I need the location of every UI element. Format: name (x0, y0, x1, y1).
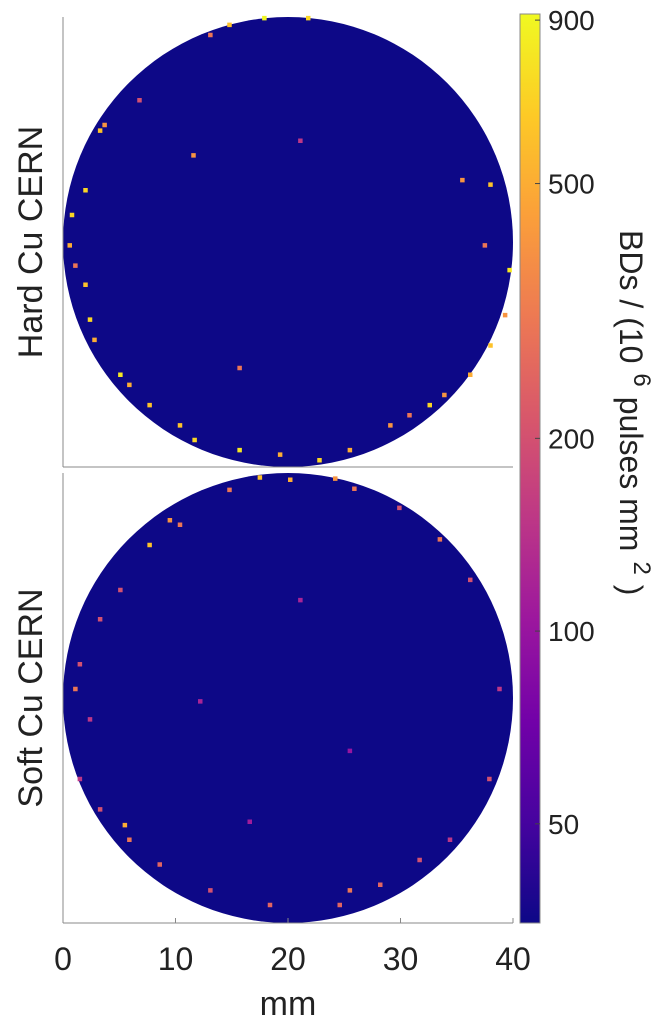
heat-cell (122, 822, 128, 828)
heat-cell (167, 518, 173, 523)
heat-cell (488, 343, 493, 348)
x-tick-label: 30 (383, 941, 419, 977)
colorbar (519, 13, 541, 924)
heat-cell (507, 267, 512, 273)
panel-label: Soft Cu CERN (12, 588, 50, 807)
heat-cell (118, 372, 123, 377)
heat-cell (227, 22, 232, 28)
heat-cell (97, 128, 103, 133)
disc (63, 473, 513, 923)
colorbar-label-part: ) (613, 585, 649, 596)
colorbar-tick-label: 50 (548, 809, 579, 840)
colorbar-label-part: 2 (628, 561, 655, 574)
heat-cell (502, 312, 508, 318)
heat-cell (298, 138, 303, 143)
heat-cell (298, 597, 303, 603)
heat-cell (67, 243, 72, 248)
heat-cell (97, 807, 103, 812)
heat-cell (83, 282, 88, 287)
heat-cell (317, 458, 322, 463)
heat-cell (237, 365, 242, 371)
colorbar-tick-label: 500 (548, 169, 595, 200)
heat-cell (208, 888, 213, 893)
heat-cell (267, 902, 273, 908)
heat-cell (77, 662, 83, 667)
heat-cell (347, 748, 353, 754)
heat-cell (417, 857, 422, 863)
heat-cell (277, 452, 283, 457)
heat-cell (237, 447, 242, 453)
heat-cell (147, 542, 152, 548)
heat-cell (73, 263, 78, 268)
heat-cell (468, 577, 473, 583)
x-tick-label: 40 (495, 941, 531, 977)
x-tick-label: 0 (54, 941, 72, 977)
heat-cell (191, 153, 196, 158)
heat-cell (306, 15, 311, 21)
heat-cell (192, 437, 197, 443)
x-tick-label: 10 (158, 941, 194, 977)
panel-label: Hard Cu CERN (12, 126, 50, 358)
heat-cell (87, 317, 93, 322)
disc (63, 17, 513, 467)
heat-cell (77, 776, 83, 782)
heat-cell (118, 587, 123, 593)
colorbar-label-part: 6 (628, 373, 655, 386)
colorbar-label: BDs / (10 6 pulses mm 2) (613, 230, 655, 595)
heat-cell (378, 882, 383, 887)
colorbar-tick-label: 900 (548, 5, 595, 36)
heat-cell (198, 699, 203, 704)
heat-cell (347, 447, 353, 453)
heat-cell (337, 902, 342, 908)
heat-cell (257, 475, 263, 480)
heat-cell (497, 686, 502, 692)
heat-cell (407, 413, 412, 418)
x-axis-label: mm (260, 985, 317, 1023)
heat-cell (468, 372, 473, 377)
heat-cell (487, 776, 492, 782)
heat-cell (437, 537, 443, 542)
heat-cell (247, 819, 252, 824)
heat-cell (288, 477, 293, 482)
heat-cell (460, 177, 465, 183)
heat-cell (127, 837, 132, 842)
heat-cell (488, 182, 493, 187)
heat-cell (447, 837, 453, 842)
heat-cell (333, 476, 338, 481)
heat-cell (157, 862, 162, 867)
colorbar-label-part: BDs / (10 (613, 230, 649, 363)
heat-cell (347, 888, 353, 893)
heat-cell (427, 402, 432, 408)
heat-cell (147, 402, 152, 408)
heat-cell (177, 522, 183, 527)
heat-cell (352, 486, 357, 491)
heat-cell (208, 32, 213, 38)
colorbar-tick-label: 100 (548, 616, 595, 647)
heat-cell (227, 487, 232, 493)
heat-cell (83, 188, 88, 193)
heat-cell (92, 337, 97, 343)
heat-cell (442, 392, 447, 398)
heat-cell (69, 212, 75, 218)
heat-cell (73, 686, 78, 692)
heat-cell (97, 617, 103, 622)
heat-cell (397, 505, 402, 511)
heat-cell (87, 717, 93, 722)
heat-cell (137, 98, 142, 103)
heat-cell (388, 423, 393, 428)
heat-cell (262, 15, 267, 21)
heat-cell (102, 122, 107, 128)
heat-cell (482, 243, 488, 248)
heat-cell (177, 423, 183, 428)
colorbar-tick-label: 200 (548, 423, 595, 454)
colorbar-label-part: pulses mm (613, 397, 649, 552)
heat-cell (127, 382, 132, 388)
x-tick-label: 20 (270, 941, 306, 977)
